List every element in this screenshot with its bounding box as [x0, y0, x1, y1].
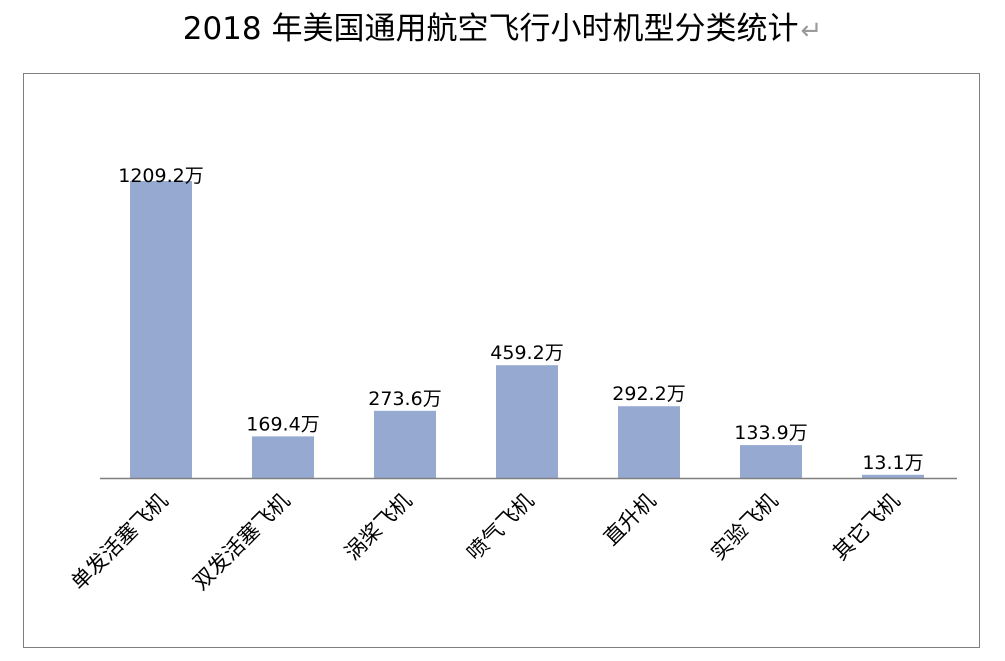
chart-title-text: 2018 年美国通用航空飞行小时机型分类统计	[182, 11, 799, 47]
paragraph-return-mark: ↵	[800, 16, 823, 46]
bar-3	[374, 410, 436, 478]
data-label-6: 133.9万	[734, 422, 807, 444]
category-label-7: 其它飞机	[828, 489, 904, 565]
category-label-5: 直升机	[599, 489, 661, 551]
bar-5	[618, 406, 680, 478]
data-label-1: 1209.2万	[118, 165, 203, 187]
data-label-4: 459.2万	[490, 342, 563, 364]
category-label-4: 喷气飞机	[462, 489, 538, 565]
data-label-2: 169.4万	[246, 413, 319, 435]
bar-2	[252, 436, 314, 478]
chart-title: 2018 年美国通用航空飞行小时机型分类统计↵	[0, 6, 1005, 54]
data-label-7: 13.1万	[862, 452, 923, 474]
bar-6	[740, 445, 802, 478]
category-label-2: 双发活塞飞机	[188, 489, 294, 595]
data-label-5: 292.2万	[612, 383, 685, 405]
data-label-3: 273.6万	[368, 388, 441, 410]
category-label-6: 实验飞机	[706, 489, 782, 565]
chart-frame	[23, 73, 980, 648]
category-label-3: 涡桨飞机	[340, 489, 416, 565]
category-label-1: 单发活塞飞机	[66, 489, 172, 595]
bar-1	[130, 181, 192, 478]
bar-7	[862, 474, 924, 478]
bar-4	[496, 365, 558, 478]
